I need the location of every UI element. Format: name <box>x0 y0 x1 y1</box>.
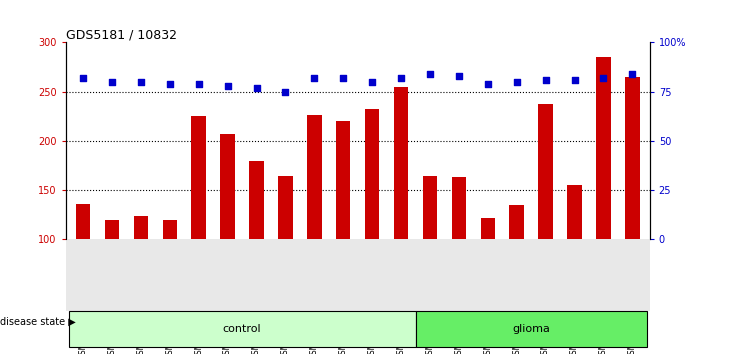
Bar <box>452 177 466 239</box>
Bar <box>510 205 524 239</box>
Bar <box>596 57 611 239</box>
Point <box>626 71 638 77</box>
Point <box>135 79 147 85</box>
Bar <box>249 161 264 239</box>
Bar <box>278 176 293 239</box>
Point <box>309 75 320 81</box>
Point <box>280 89 291 95</box>
Point <box>164 81 176 87</box>
Point <box>424 71 436 77</box>
Bar <box>134 216 148 239</box>
Point <box>250 85 262 91</box>
FancyBboxPatch shape <box>415 311 647 347</box>
Point <box>337 75 349 81</box>
Point <box>395 75 407 81</box>
Point <box>482 81 493 87</box>
Text: disease state ▶: disease state ▶ <box>0 317 76 327</box>
Point <box>366 79 378 85</box>
Text: glioma: glioma <box>512 324 550 334</box>
Bar <box>220 134 235 239</box>
Point <box>569 77 580 83</box>
Point <box>539 77 551 83</box>
Text: GDS5181 / 10832: GDS5181 / 10832 <box>66 28 177 41</box>
Bar <box>423 176 437 239</box>
Bar <box>365 109 380 239</box>
Point <box>222 83 234 88</box>
Point <box>511 79 523 85</box>
Point <box>77 75 89 81</box>
Point <box>598 75 610 81</box>
Bar <box>163 220 177 239</box>
Point <box>453 73 465 79</box>
Point <box>106 79 118 85</box>
Bar <box>191 116 206 239</box>
Bar <box>394 87 408 239</box>
Point <box>193 81 204 87</box>
Bar <box>307 115 321 239</box>
Bar <box>625 77 639 239</box>
Bar <box>104 220 119 239</box>
Text: control: control <box>223 324 261 334</box>
FancyBboxPatch shape <box>69 311 415 347</box>
Bar <box>567 185 582 239</box>
Bar <box>480 218 495 239</box>
Bar <box>76 204 91 239</box>
Bar <box>539 104 553 239</box>
Bar <box>336 121 350 239</box>
